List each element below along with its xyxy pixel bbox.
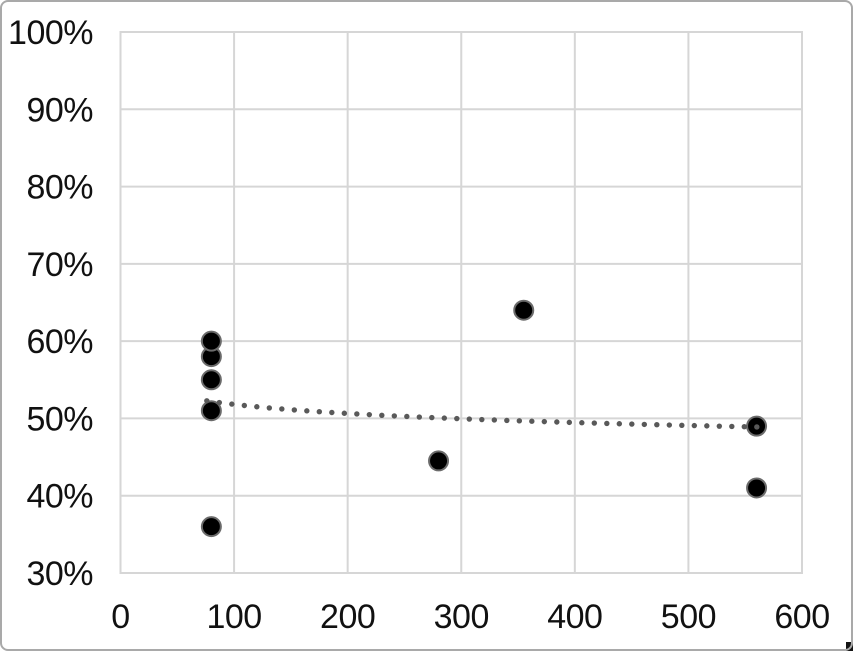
y-axis-tick-label: 50% bbox=[26, 400, 93, 438]
trendline-dot bbox=[404, 413, 410, 420]
y-axis-tick-label: 80% bbox=[26, 169, 93, 207]
data-point-marker bbox=[200, 400, 222, 422]
trendline-dot bbox=[254, 404, 260, 410]
trendline-dot bbox=[754, 424, 760, 430]
trendline-dot bbox=[616, 421, 623, 427]
data-point-marker bbox=[200, 516, 222, 538]
trendline-dot bbox=[316, 409, 323, 415]
y-axis-tick-label: 30% bbox=[26, 555, 93, 593]
trendline-dot bbox=[729, 423, 735, 430]
data-point-marker bbox=[428, 450, 450, 472]
trendline-dot bbox=[591, 420, 598, 426]
trendline-dot bbox=[391, 413, 398, 419]
trendline-dot bbox=[654, 422, 660, 428]
trendline-dot bbox=[279, 406, 285, 412]
x-axis-tick-label: 600 bbox=[774, 598, 829, 636]
resize-handle-artifact bbox=[846, 642, 853, 651]
trendline-dot bbox=[716, 423, 723, 429]
trendline-dot bbox=[291, 407, 298, 413]
trendline-dot bbox=[554, 419, 560, 425]
trendline-dot bbox=[579, 420, 585, 426]
trendline-dot bbox=[429, 414, 435, 421]
trendline-dot bbox=[516, 418, 523, 424]
trendline-dot bbox=[529, 418, 535, 424]
trendline-dot bbox=[741, 423, 748, 430]
trendline-dot bbox=[641, 421, 648, 428]
trendline-dot bbox=[366, 411, 373, 418]
x-axis-tick-label: 200 bbox=[320, 598, 375, 636]
trendline-dot bbox=[241, 402, 248, 409]
trendline-dot bbox=[329, 409, 335, 416]
data-point-marker bbox=[200, 369, 222, 391]
trendline-dot bbox=[229, 401, 235, 407]
trendline-dot bbox=[204, 398, 210, 404]
y-axis-tick-label: 40% bbox=[26, 478, 93, 516]
trendline-dot bbox=[479, 416, 485, 423]
x-axis-tick-label: 500 bbox=[661, 598, 716, 636]
trendline-dot bbox=[266, 405, 273, 411]
trendline-dot bbox=[416, 414, 423, 420]
plot-area-border bbox=[119, 31, 803, 574]
x-axis-tick-label: 300 bbox=[434, 598, 489, 636]
trendline-dot bbox=[604, 420, 610, 427]
y-axis-tick-label: 100% bbox=[8, 14, 93, 52]
trendline-dot bbox=[341, 410, 348, 416]
x-axis-tick-label: 0 bbox=[111, 598, 129, 636]
trendline-dot bbox=[354, 411, 360, 417]
trendline-dot bbox=[666, 422, 673, 428]
y-axis-tick-label: 90% bbox=[26, 91, 93, 129]
trendline-dot bbox=[216, 399, 223, 406]
x-axis-tick-label: 400 bbox=[547, 598, 602, 636]
trendline-dot bbox=[691, 422, 698, 429]
y-axis-tick-label: 70% bbox=[26, 246, 93, 284]
trendline-dot bbox=[704, 423, 710, 429]
y-axis-tick-label: 60% bbox=[26, 323, 93, 361]
trendline-dot bbox=[629, 421, 635, 427]
trendline-dot bbox=[566, 419, 573, 426]
trendline-dot bbox=[466, 416, 473, 422]
trendline-dot bbox=[679, 422, 685, 429]
trendline-dot bbox=[441, 415, 448, 421]
data-point-marker bbox=[746, 477, 768, 499]
trendline-dot bbox=[454, 415, 460, 422]
x-axis-tick-label: 100 bbox=[206, 598, 261, 636]
trendline-dot bbox=[504, 417, 510, 424]
trendline-dot bbox=[541, 418, 548, 425]
data-point-marker bbox=[513, 299, 535, 321]
trendline-dot bbox=[491, 417, 498, 423]
trendline-dot bbox=[379, 412, 385, 418]
trendline-dot bbox=[304, 408, 310, 414]
data-point-marker bbox=[200, 330, 222, 352]
